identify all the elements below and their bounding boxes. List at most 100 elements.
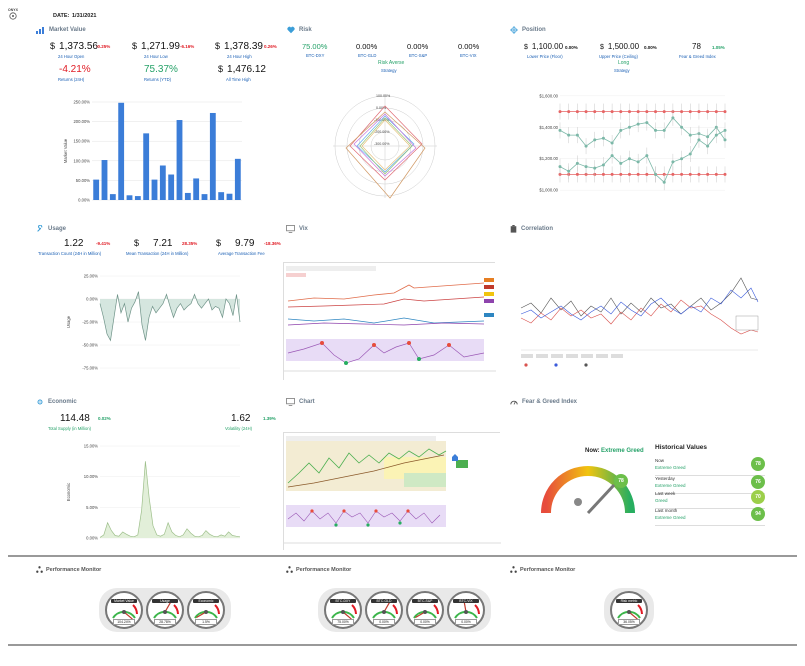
risk-strategy-label: Strategy [381, 68, 397, 73]
bar [209, 112, 216, 200]
y-tick-label: -50.00% [82, 343, 98, 348]
series-point [567, 133, 571, 137]
vix-tradingview-widget[interactable] [283, 262, 496, 381]
series-point [627, 157, 631, 161]
gauge-value: 36.05% [618, 619, 640, 625]
y-tick-label: 100.00% [73, 158, 90, 163]
series-point [714, 133, 718, 137]
history-title: Historical Values [655, 444, 708, 451]
series-point [636, 160, 640, 164]
series-line [559, 117, 726, 147]
svg-text:100.00%: 100.00% [376, 94, 391, 98]
series-point [584, 165, 588, 169]
performance-gauge: BTC-GLD 0.00% [365, 591, 403, 629]
gauge-name: Economic [193, 599, 219, 603]
logo-icon [9, 12, 17, 20]
series-point [688, 133, 692, 137]
series-point [575, 161, 579, 165]
bar [226, 193, 233, 200]
correlation-title-text: Correlation [521, 226, 554, 232]
series-point [706, 110, 710, 114]
y-tick-label: 0.00% [86, 297, 98, 302]
performance-title-2: Performance Monitor [286, 566, 351, 573]
market-value-title: Market Value [36, 26, 86, 34]
series-point [567, 169, 571, 173]
gauge-value: 104.24% [113, 619, 135, 625]
app-logo: ONYX [6, 8, 20, 24]
wrench-icon [37, 225, 43, 232]
gauge-dial [372, 602, 398, 619]
risk-title: Risk [287, 26, 312, 34]
bar [176, 120, 183, 200]
series-point [697, 138, 701, 142]
network-icon [286, 566, 293, 573]
bar-chart-icon [36, 27, 44, 34]
vix-title: Vix [286, 225, 308, 233]
series-point [723, 138, 727, 142]
performance-gauge: BTC-S&P 0.00% [406, 591, 444, 629]
usage-title: Usage [36, 225, 66, 233]
y-tick-label: 250.00% [73, 100, 90, 105]
series-point [697, 110, 701, 114]
series-point [558, 128, 562, 132]
svg-text:0.00%: 0.00% [376, 106, 387, 110]
usage-area-chart: 25.00% 0.00% -25.00% -50.00% -75.00% Usage [66, 274, 241, 371]
series-point [601, 136, 605, 140]
series-point [593, 166, 597, 170]
bar [184, 192, 191, 200]
series-point [654, 128, 658, 132]
y-tick-label: -25.00% [82, 320, 98, 325]
position-title-text: Position [522, 27, 546, 33]
gauge-dial [194, 604, 220, 619]
series-point [680, 110, 684, 114]
performance-gauge: Risk metric 36.05% [610, 591, 648, 629]
price-chart-graphic [284, 433, 501, 551]
bar [168, 174, 175, 200]
battery-icon [510, 225, 517, 233]
y-axis-label: Market Value [63, 138, 68, 163]
network-icon [36, 566, 43, 573]
series-point [636, 172, 640, 176]
series-point [680, 172, 684, 176]
history-row-now: Now Extreme Greed 78 [655, 456, 765, 476]
y-tick-label: 10.00% [84, 474, 98, 479]
gauge-dial [331, 604, 357, 620]
market-value-title-text: Market Value [49, 27, 86, 33]
series-point [593, 110, 597, 114]
performance-gauge: BTC-DXY 75.00% [324, 591, 362, 629]
y-tick-label: 0.00% [78, 198, 90, 203]
fear-greed-gauge [541, 466, 635, 515]
correlation-title: Correlation [510, 225, 553, 233]
series-point [636, 110, 640, 114]
series-line [559, 130, 726, 183]
y-tick-label: $1,400.00 [539, 125, 558, 130]
series-point [688, 172, 692, 176]
series-point [610, 154, 614, 158]
position-strategy-value: Long [618, 60, 630, 66]
bar [134, 196, 141, 200]
gauge-dial [112, 604, 138, 620]
series-point [558, 165, 562, 169]
separator-bottom [8, 644, 797, 646]
gauge-value: 75.00% [332, 619, 354, 625]
series-point [627, 110, 631, 114]
bar [93, 179, 100, 200]
chart-panel-title-text: Chart [299, 399, 315, 405]
performance-group-risk: BTC-DXY 75.00% BTC-GLD 0.00% BTC-S&P 0.00% BTC… [318, 588, 491, 632]
series-point [645, 172, 649, 176]
position-title: Position [510, 26, 546, 34]
series-point [645, 154, 649, 158]
y-tick-label: 5.00% [86, 505, 98, 510]
vix-chart-graphic [284, 263, 496, 381]
price-tradingview-widget[interactable] [283, 432, 501, 551]
y-tick-label: $1,200.00 [539, 156, 558, 161]
series-point [723, 110, 727, 114]
gauge-icon [510, 400, 518, 405]
network-icon [510, 566, 517, 573]
svg-text:-200.00%: -200.00% [374, 130, 390, 134]
bar [143, 133, 150, 200]
gauge-dial [153, 602, 179, 619]
series-point [593, 138, 597, 142]
fear-greed-title-text: Fear & Greed Index [522, 399, 578, 405]
series-point [706, 172, 710, 176]
